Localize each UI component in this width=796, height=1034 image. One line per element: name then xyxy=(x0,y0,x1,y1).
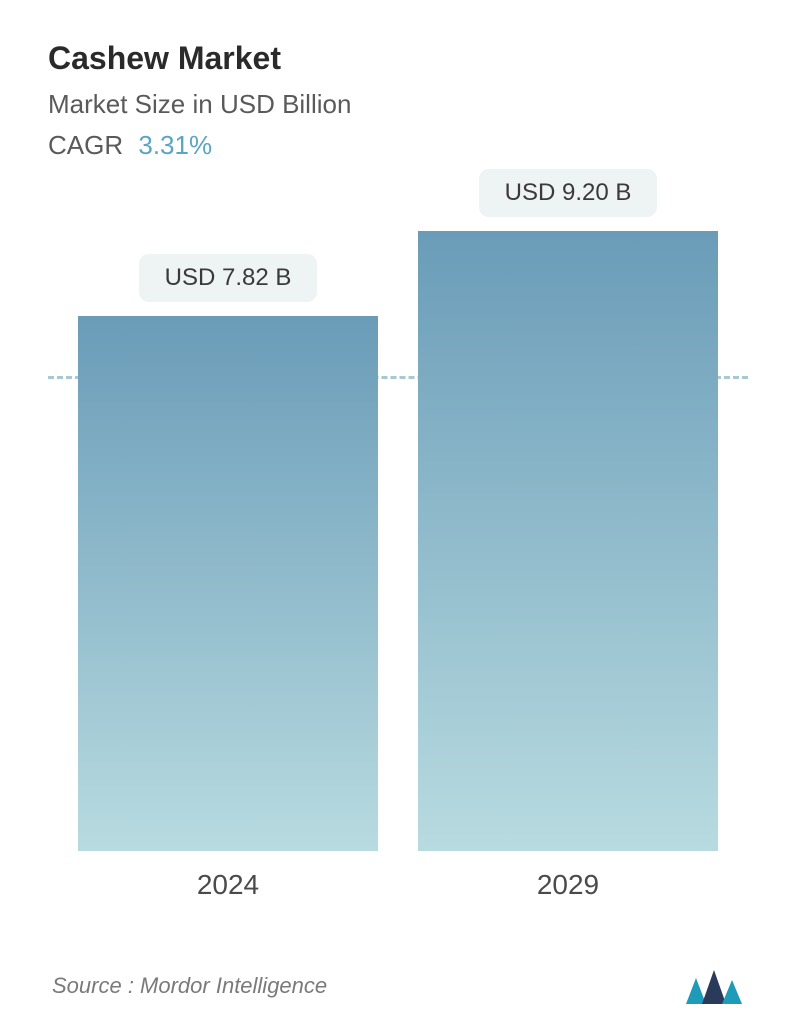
bar-group-2024: USD 7.82 B 2024 xyxy=(78,254,378,901)
chart-title: Cashew Market xyxy=(48,40,748,77)
chart-area: USD 7.82 B 2024 USD 9.20 B 2029 xyxy=(48,221,748,942)
chart-subtitle: Market Size in USD Billion xyxy=(48,89,748,120)
chart-footer: Source : Mordor Intelligence xyxy=(48,966,748,1014)
bar-2029 xyxy=(418,231,718,851)
cagr-label: CAGR xyxy=(48,130,123,160)
source-text: Source : Mordor Intelligence xyxy=(52,973,327,999)
brand-logo-icon xyxy=(684,966,744,1006)
value-label-2029: USD 9.20 B xyxy=(479,169,658,217)
year-label-2024: 2024 xyxy=(197,869,259,901)
value-label-2024: USD 7.82 B xyxy=(139,254,318,302)
cagr-value: 3.31% xyxy=(138,130,212,160)
bar-group-2029: USD 9.20 B 2029 xyxy=(418,169,718,901)
year-label-2029: 2029 xyxy=(537,869,599,901)
cagr-row: CAGR 3.31% xyxy=(48,130,748,161)
chart-header: Cashew Market Market Size in USD Billion… xyxy=(48,40,748,161)
bars-wrapper: USD 7.82 B 2024 USD 9.20 B 2029 xyxy=(48,221,748,901)
bar-2024 xyxy=(78,316,378,851)
